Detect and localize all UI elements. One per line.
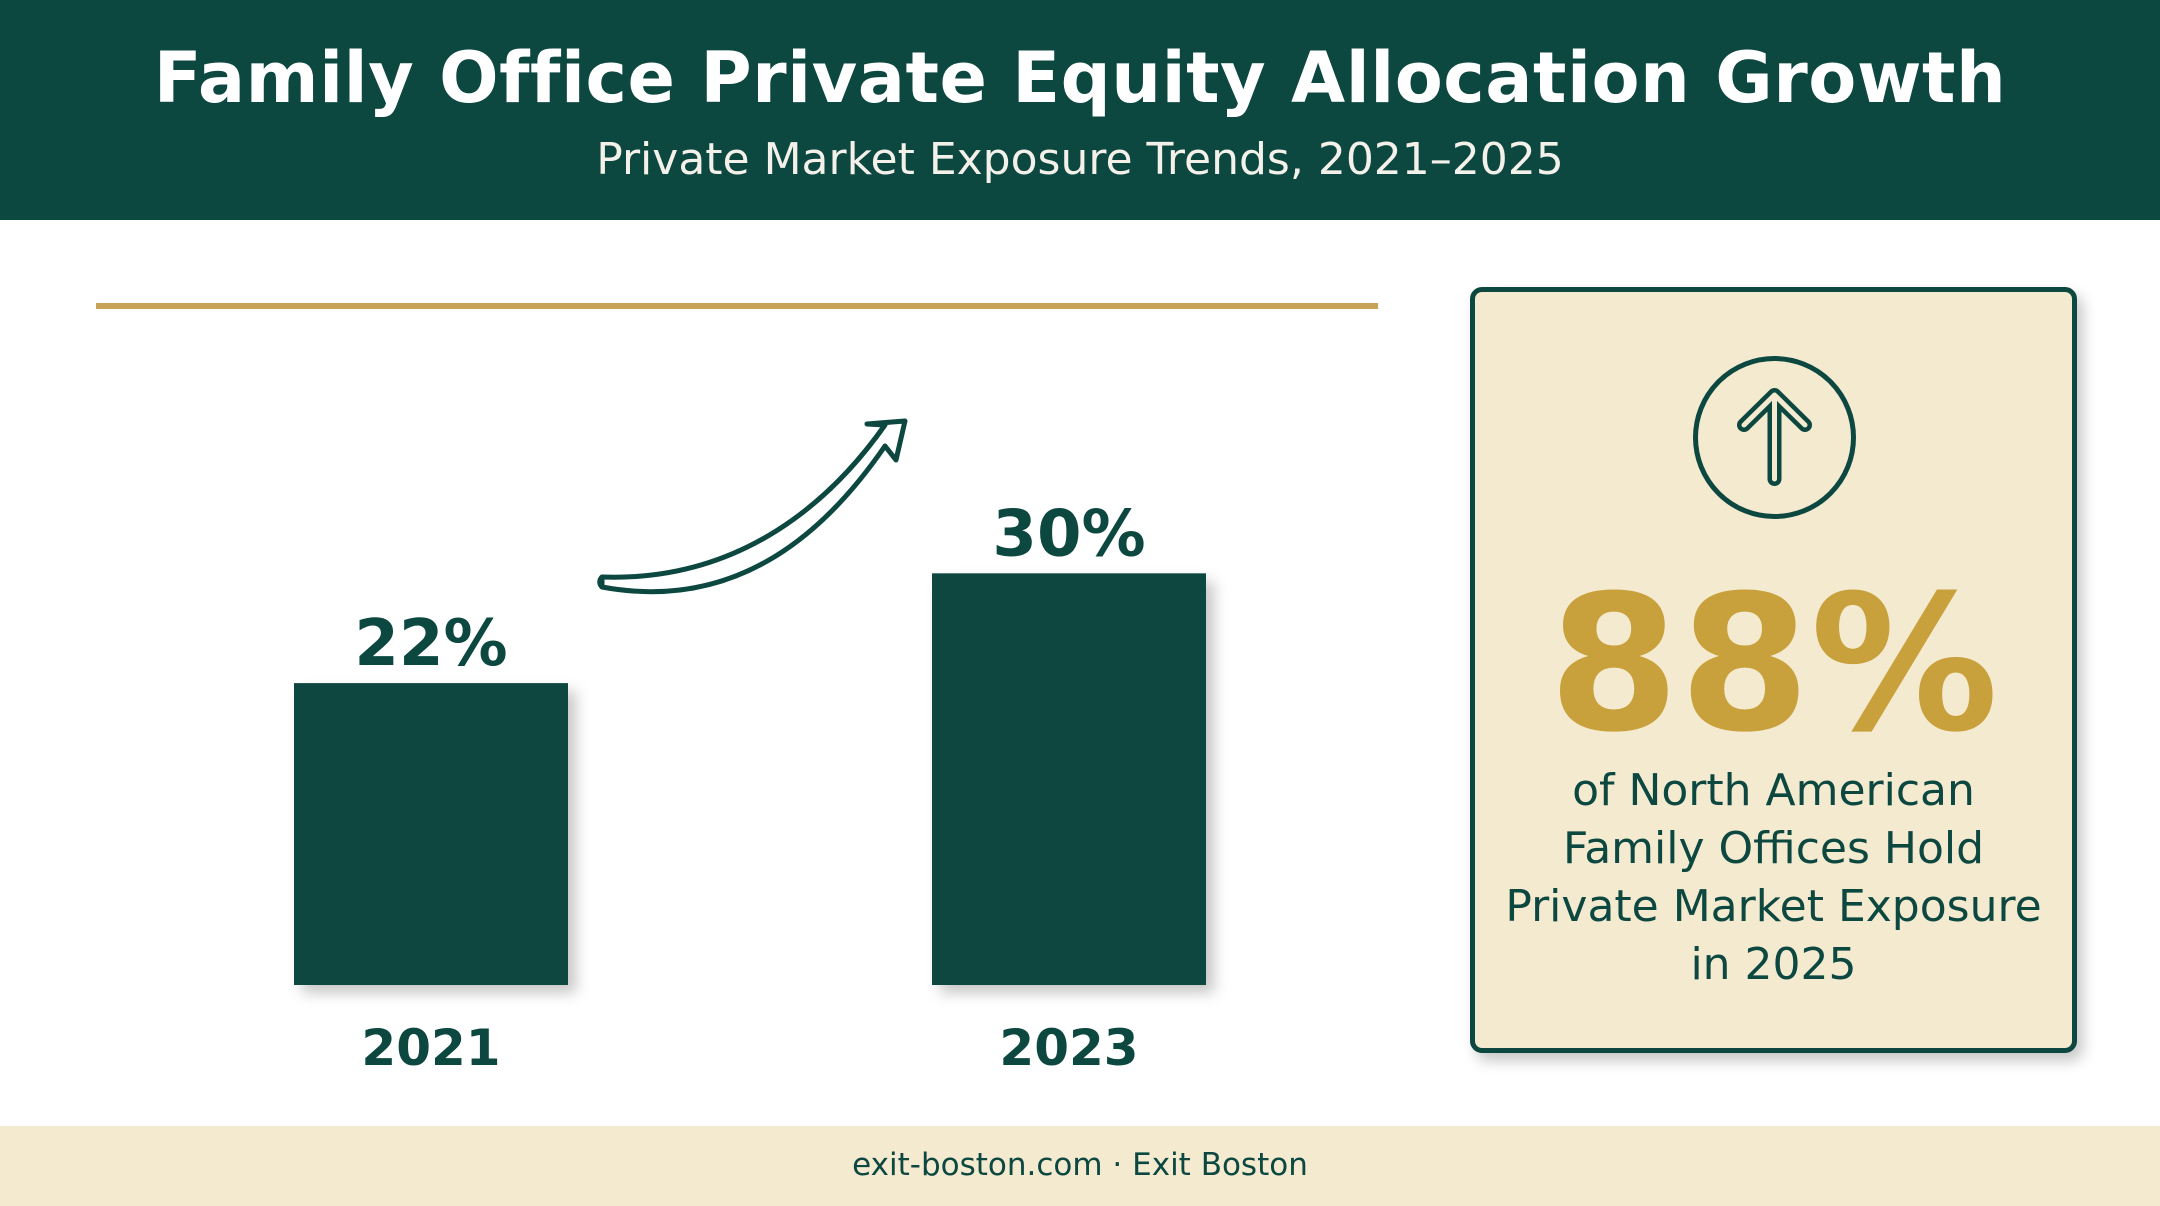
footer-bar: exit-boston.com · Exit Boston [0,1126,2160,1206]
bar-chart: 22% 2021 30% 2023 [96,303,1378,1077]
category-label-2023: 2023 [999,1019,1138,1077]
growth-arrow [599,418,908,595]
data-label-2021: 22% [354,607,507,681]
growth-arrow-tail [597,575,604,589]
stat-value: 88% [1548,555,1999,774]
category-label-2021: 2021 [361,1019,500,1077]
bar-2023 [932,573,1206,985]
header-banner: Family Office Private Equity Allocation … [0,0,2160,220]
stat-card: 88% of North American Family Offices Hol… [1470,287,2077,1053]
page-subtitle: Private Market Exposure Trends, 2021–202… [596,134,1564,185]
arrow-up-circle-icon [1693,356,1856,519]
bar-2021 [294,683,568,985]
page-title: Family Office Private Equity Allocation … [153,37,2007,119]
data-label-2023: 30% [992,497,1145,571]
footer-credit: exit-boston.com · Exit Boston [852,1147,1308,1183]
stat-caption: of North American Family Offices Hold Pr… [1505,765,2042,990]
